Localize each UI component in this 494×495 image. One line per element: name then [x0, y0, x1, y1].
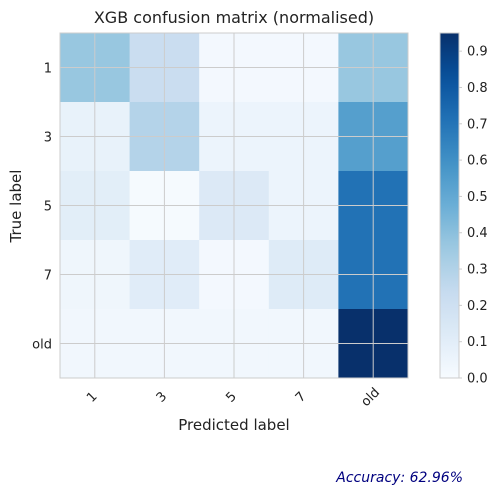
x-tick-label: 3	[154, 389, 170, 405]
x-tick-label: 7	[293, 389, 309, 405]
x-axis-label: Predicted label	[178, 416, 289, 434]
colorbar-tick-label: 0.5	[467, 190, 488, 205]
colorbar-tick-label: 0.8	[467, 81, 488, 96]
colorbar-tick-label: 0.1	[467, 335, 488, 350]
colorbar-tick-label: 0.3	[467, 263, 488, 278]
colorbar-tick-labels: 0.0 0.1 0.2 0.3 0.4 0.5 0.6 0.7 0.8 0.9	[459, 45, 488, 387]
colorbar-tick-label: 0.0	[467, 372, 488, 387]
y-tick-label: 5	[44, 200, 52, 215]
chart-title: XGB confusion matrix (normalised)	[94, 8, 374, 27]
y-tick-labels: 1 3 5 7 old	[32, 62, 52, 353]
colorbar-tick-label: 0.6	[467, 154, 488, 169]
x-tick-label: old	[358, 385, 383, 410]
x-tick-label: 1	[84, 389, 100, 405]
y-axis-label: True label	[7, 170, 25, 244]
y-tick-label: 7	[44, 269, 52, 284]
y-tick-label: 3	[44, 131, 52, 146]
colorbar-tick-label: 0.7	[467, 117, 488, 132]
colorbar-tick-label: 0.2	[467, 299, 488, 314]
colorbar-tick-label: 0.9	[467, 45, 488, 60]
accuracy-label: Accuracy: 62.96%	[335, 470, 463, 486]
y-tick-label: old	[32, 338, 52, 353]
colorbar-tick-label: 0.4	[467, 226, 488, 241]
colorbar	[439, 32, 460, 379]
heatmap-grid	[60, 33, 408, 378]
y-tick-label: 1	[44, 62, 52, 77]
x-tick-labels: 1 3 5 7 old	[84, 385, 383, 410]
plot-frame	[59, 32, 409, 379]
x-tick-label: 5	[223, 389, 239, 405]
